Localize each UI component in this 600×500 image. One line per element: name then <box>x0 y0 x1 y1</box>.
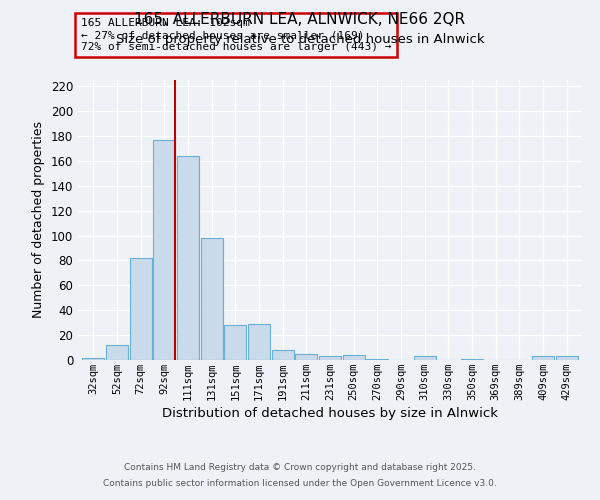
Text: 165, ALLERBURN LEA, ALNWICK, NE66 2QR: 165, ALLERBURN LEA, ALNWICK, NE66 2QR <box>134 12 466 28</box>
Text: Size of property relative to detached houses in Alnwick: Size of property relative to detached ho… <box>116 32 484 46</box>
Bar <box>343 355 365 360</box>
Bar <box>295 354 317 360</box>
Text: Contains public sector information licensed under the Open Government Licence v3: Contains public sector information licen… <box>103 478 497 488</box>
Bar <box>248 324 270 360</box>
Bar <box>556 356 578 360</box>
Bar <box>414 356 436 360</box>
Bar <box>201 238 223 360</box>
Bar <box>272 350 293 360</box>
X-axis label: Distribution of detached houses by size in Alnwick: Distribution of detached houses by size … <box>162 407 498 420</box>
Bar <box>532 356 554 360</box>
Bar <box>224 325 246 360</box>
Y-axis label: Number of detached properties: Number of detached properties <box>32 122 45 318</box>
Bar <box>82 358 104 360</box>
Bar <box>177 156 199 360</box>
Text: 165 ALLERBURN LEA: 102sqm
← 27% of detached houses are smaller (169)
72% of semi: 165 ALLERBURN LEA: 102sqm ← 27% of detac… <box>80 18 391 52</box>
Bar <box>106 345 128 360</box>
Bar <box>130 258 152 360</box>
Bar <box>319 356 341 360</box>
Bar <box>367 359 388 360</box>
Bar <box>461 359 483 360</box>
Bar <box>154 140 175 360</box>
Text: Contains HM Land Registry data © Crown copyright and database right 2025.: Contains HM Land Registry data © Crown c… <box>124 464 476 472</box>
